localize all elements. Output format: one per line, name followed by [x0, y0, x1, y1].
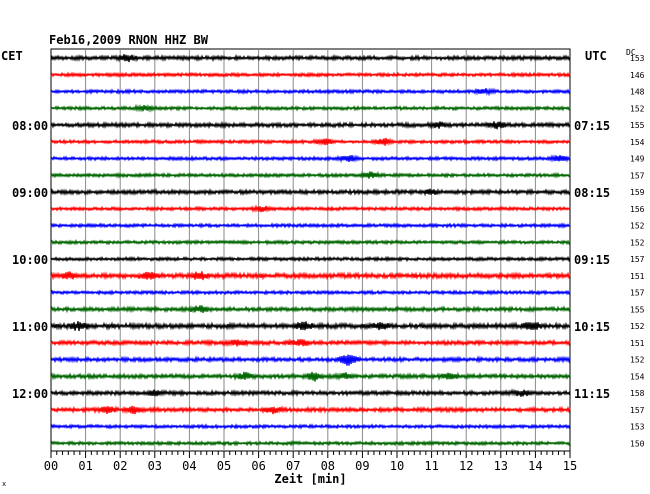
seismogram-trace: [50, 137, 571, 146]
x-tick-label: 01: [78, 459, 92, 473]
utc-time-label: 07:15: [574, 119, 610, 133]
dc-offset-label: 152: [630, 238, 645, 247]
dc-offset-label: 157: [630, 406, 645, 415]
cet-time-label: 10:00: [12, 253, 48, 267]
seismogram-trace: [50, 354, 571, 366]
seismogram-trace: [50, 222, 571, 229]
dc-offset-label: 152: [630, 222, 645, 231]
utc-time-label: 10:15: [574, 320, 610, 334]
chart-title: Feb16,2009 RNON HHZ BW: [49, 33, 208, 47]
seismogram-trace: [50, 154, 571, 164]
seismogram-trace: [50, 187, 571, 197]
dc-offset-label: 155: [630, 305, 645, 314]
seismogram-trace: [50, 71, 571, 79]
corner-mark: x: [2, 480, 7, 488]
dc-offset-label: 155: [630, 121, 645, 130]
utc-time-label: 09:15: [574, 253, 610, 267]
seismogram-trace: [50, 53, 571, 63]
x-tick-label: 00: [44, 459, 58, 473]
x-tick-label: 04: [182, 459, 196, 473]
seismogram-trace: [50, 103, 571, 113]
seismogram-trace: [50, 405, 571, 415]
seismogram-trace: [50, 170, 571, 179]
dc-offset-label: 146: [630, 71, 645, 80]
cet-timezone-label: CET: [1, 49, 23, 63]
dc-offset-label: 154: [630, 138, 645, 147]
seismogram-trace: [50, 439, 571, 447]
seismogram-trace: [50, 423, 571, 430]
dc-offset-label: 159: [630, 188, 645, 197]
dc-offset-label: 156: [630, 205, 645, 214]
dc-offset-label: 152: [630, 322, 645, 331]
dc-header-label: DC: [626, 48, 636, 57]
x-tick-label: 06: [251, 459, 265, 473]
dc-offset-label: 152: [630, 104, 645, 113]
x-tick-label: 11: [424, 459, 438, 473]
dc-offset-label: 154: [630, 372, 645, 381]
dc-offset-label: 157: [630, 171, 645, 180]
utc-timezone-label: UTC: [585, 49, 607, 63]
seismogram-trace: [50, 120, 571, 130]
x-tick-label: 09: [355, 459, 369, 473]
x-tick-label: 08: [321, 459, 335, 473]
seismogram-trace: [50, 255, 571, 263]
seismogram-trace: [50, 204, 571, 213]
seismogram-trace: [50, 239, 571, 246]
seismogram-trace: [50, 289, 571, 296]
seismogram-trace: [50, 338, 571, 348]
x-tick-label: 02: [113, 459, 127, 473]
x-axis-label: Zeit [min]: [274, 472, 346, 486]
cet-time-label: 12:00: [12, 387, 48, 401]
dc-offset-label: 157: [630, 289, 645, 298]
seismogram-trace: [50, 305, 571, 314]
dc-offset-label: 152: [630, 356, 645, 365]
seismogram-trace: [50, 321, 571, 331]
cet-time-label: 08:00: [12, 119, 48, 133]
dc-offset-label: 153: [630, 423, 645, 432]
dc-offset-label: 148: [630, 88, 645, 97]
x-tick-label: 03: [148, 459, 162, 473]
dc-offset-label: 158: [630, 389, 645, 398]
dc-offset-label: 150: [630, 439, 645, 448]
x-tick-label: 14: [528, 459, 542, 473]
cet-time-label: 11:00: [12, 320, 48, 334]
x-tick-label: 15: [563, 459, 577, 473]
x-tick-label: 05: [217, 459, 231, 473]
seismogram-trace: [50, 271, 571, 281]
dc-offset-label: 151: [630, 339, 645, 348]
utc-time-label: 11:15: [574, 387, 610, 401]
dc-offset-label: 153: [630, 54, 645, 63]
seismogram-trace: [50, 371, 571, 382]
dc-offset-label: 149: [630, 155, 645, 164]
dc-offset-label: 157: [630, 255, 645, 264]
cet-time-label: 09:00: [12, 186, 48, 200]
utc-time-label: 08:15: [574, 186, 610, 200]
seismogram-trace: [50, 87, 571, 97]
seismogram-trace: [50, 388, 571, 398]
x-tick-label: 10: [390, 459, 404, 473]
x-tick-label: 13: [494, 459, 508, 473]
x-tick-label: 07: [286, 459, 300, 473]
dc-offset-label: 151: [630, 272, 645, 281]
x-tick-label: 12: [459, 459, 473, 473]
